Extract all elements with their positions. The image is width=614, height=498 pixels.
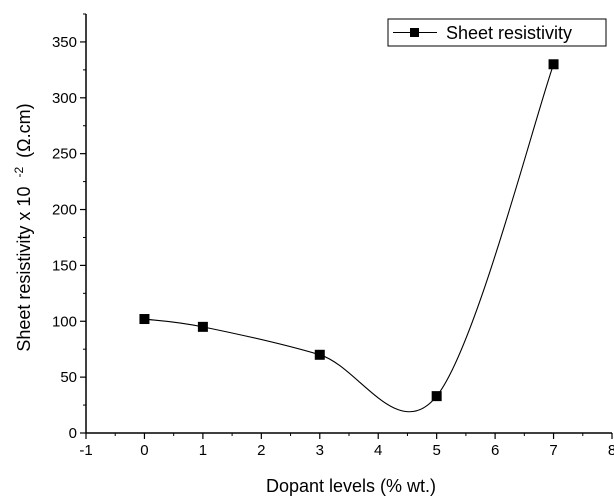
plot-axes bbox=[85, 14, 612, 434]
y-tick-label: 250 bbox=[52, 146, 77, 163]
data-point-marker bbox=[197, 321, 208, 332]
y-tick-label: 50 bbox=[60, 369, 77, 386]
legend-label: Sheet resistivity bbox=[446, 23, 572, 43]
data-point-marker bbox=[548, 59, 559, 70]
x-tick-label: -1 bbox=[79, 442, 92, 459]
y-tick-label: 100 bbox=[52, 313, 77, 330]
y-axis-title-exponent: -2 bbox=[12, 167, 26, 178]
y-tick-label: 200 bbox=[52, 202, 77, 219]
x-tick-label: 6 bbox=[491, 442, 499, 459]
x-tick-label: 4 bbox=[374, 442, 382, 459]
x-tick-label: 2 bbox=[257, 442, 265, 459]
data-point-marker bbox=[314, 349, 325, 360]
x-tick-label: 0 bbox=[140, 442, 148, 459]
data-point-marker bbox=[139, 314, 150, 325]
x-tick-label: 7 bbox=[549, 442, 557, 459]
y-axis-title: Sheet resistivity x 10 -2 (Ω.cm) bbox=[12, 103, 34, 351]
y-tick-label: 0 bbox=[69, 425, 77, 442]
y-tick-label: 350 bbox=[52, 34, 77, 51]
x-axis-title: Dopant levels (% wt.) bbox=[266, 476, 436, 496]
x-tick-label: 1 bbox=[199, 442, 207, 459]
y-tick-label: 300 bbox=[52, 90, 77, 107]
x-tick-label: 5 bbox=[432, 442, 440, 459]
x-tick-label: 8 bbox=[608, 442, 614, 459]
legend-marker-sample bbox=[410, 28, 419, 37]
y-axis-title-unit: (Ω.cm) bbox=[14, 103, 34, 157]
x-tick-label: 3 bbox=[316, 442, 324, 459]
series-curve bbox=[144, 64, 555, 413]
y-tick-label: 150 bbox=[52, 257, 77, 274]
series-markers bbox=[139, 59, 559, 402]
legend: Sheet resistivity bbox=[387, 18, 607, 47]
y-axis-title-main: Sheet resistivity x 10 bbox=[14, 187, 34, 352]
tick-marks bbox=[80, 13, 613, 439]
data-point-marker bbox=[431, 391, 442, 402]
series-line bbox=[144, 64, 555, 413]
